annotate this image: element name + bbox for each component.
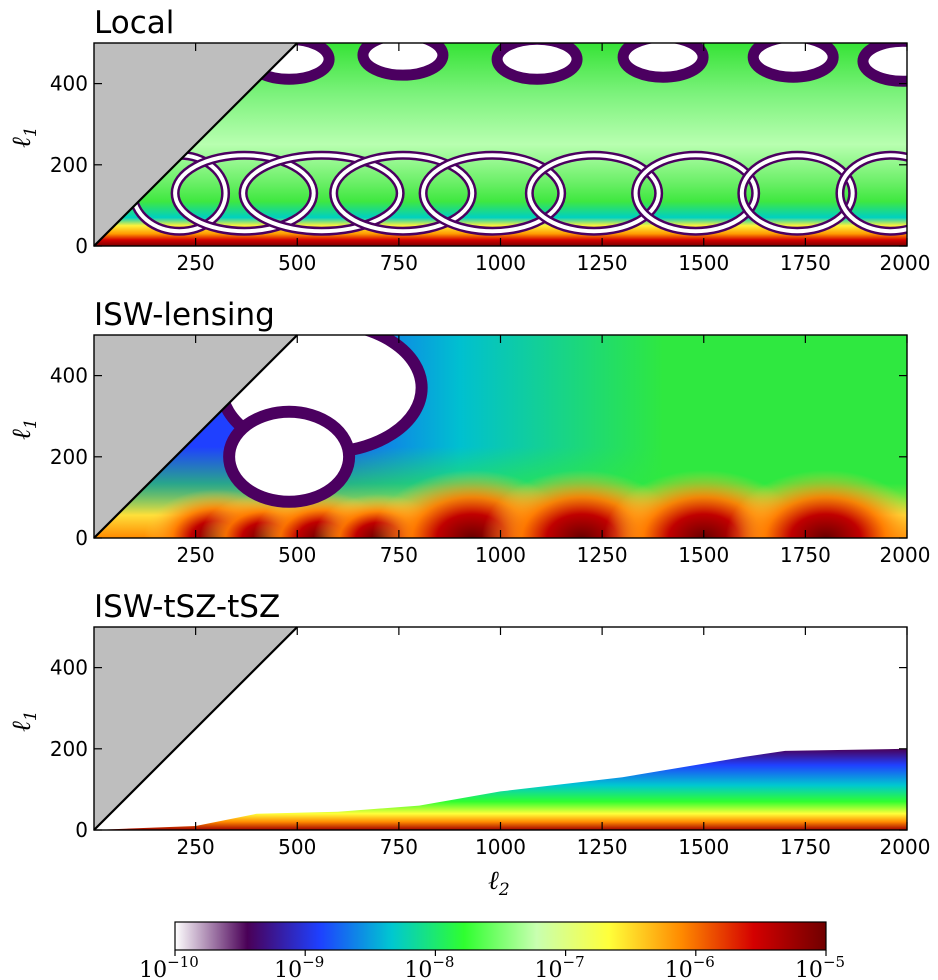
diagonal-boundary xyxy=(93,42,299,247)
x-tick-label: 750 xyxy=(380,251,418,275)
colorbar-tick-label: 10−7 xyxy=(535,953,585,980)
x-tick-label: 1250 xyxy=(577,835,628,859)
x-tick-label: 250 xyxy=(177,251,215,275)
panel-title-isw-tsz-tsz: ISW-tSZ-tSZ xyxy=(94,589,280,625)
intensity-lobe xyxy=(223,405,356,508)
x-tick-label: 2000 xyxy=(880,543,931,567)
colorbar-tick-label: 10−6 xyxy=(665,953,715,980)
ring-contour xyxy=(747,43,839,83)
x-tick-label: 1500 xyxy=(678,251,729,275)
x-tick-label: 1250 xyxy=(577,543,628,567)
x-tick-label: 1750 xyxy=(780,835,831,859)
y-tick-label: 0 xyxy=(75,818,88,842)
panel-local: Local 250 500 750 1000 1250 1500 1750 2000 0 200 4… xyxy=(7,5,931,275)
y-tick-label: 0 xyxy=(75,234,88,258)
x-tick-label: 1250 xyxy=(577,251,628,275)
x-tick-label: 1000 xyxy=(475,835,526,859)
ring-contour xyxy=(421,153,564,234)
y-tick-label: 400 xyxy=(50,72,88,96)
diagonal-boundary xyxy=(93,334,299,539)
x-tick-label: 1500 xyxy=(678,835,729,859)
ring-contour xyxy=(173,153,316,234)
y-axis-label-local: ℓ1 xyxy=(7,126,41,148)
y-tick-label: 0 xyxy=(75,526,88,550)
x-tick-label: 750 xyxy=(380,835,418,859)
ring-contour xyxy=(491,43,583,85)
ring-contour xyxy=(527,153,661,234)
colorbar-tick-label: 10−8 xyxy=(404,953,454,980)
y-tick-label: 400 xyxy=(50,656,88,680)
colorbar-tick-label: 10−9 xyxy=(274,953,324,980)
x-tick-label: 1000 xyxy=(475,543,526,567)
x-tick-label: 2000 xyxy=(880,835,931,859)
ring-contour xyxy=(357,43,449,81)
x-tick-label: 1000 xyxy=(475,251,526,275)
x-tick-label: 500 xyxy=(278,251,316,275)
ring-contour xyxy=(739,153,855,234)
x-axis-label: ℓ2 xyxy=(488,866,510,900)
ring-contour xyxy=(241,153,403,234)
colorbar-tick-label: 10−10 xyxy=(139,953,199,980)
x-tick-label: 1500 xyxy=(678,543,729,567)
ring-contour xyxy=(837,153,907,234)
y-tick-label: 200 xyxy=(50,737,88,761)
colorbar-gradient xyxy=(174,921,827,951)
heatmap-field xyxy=(94,335,907,538)
panel-title-local: Local xyxy=(94,5,174,41)
y-tick-label: 200 xyxy=(50,445,88,469)
y-tick-label: 400 xyxy=(50,364,88,388)
panel-isw-tsz-tsz: ISW-tSZ-tSZ 250 500 750 1000 1250 1500 1750 200… xyxy=(7,589,930,900)
colorbar-tick-label: 10−5 xyxy=(795,953,845,980)
y-axis-label-isw-lensing: ℓ1 xyxy=(7,418,41,440)
x-tick-label: 1750 xyxy=(780,543,831,567)
x-tick-label: 500 xyxy=(278,835,316,859)
x-tick-label: 1750 xyxy=(780,251,831,275)
intensity-lobe xyxy=(725,470,907,538)
colorbar: 10−10 10−9 10−8 10−7 10−6 10−5 xyxy=(139,921,845,980)
ring-contour xyxy=(617,43,709,83)
y-axis-label-isw-tsz-tsz: ℓ1 xyxy=(7,710,41,732)
x-tick-label: 250 xyxy=(177,543,215,567)
ring-contour xyxy=(633,153,758,234)
ring-contour xyxy=(857,43,907,87)
x-tick-label: 250 xyxy=(177,835,215,859)
signal-region xyxy=(94,748,907,830)
panel-title-isw-lensing: ISW-lensing xyxy=(94,297,275,333)
x-tick-label: 750 xyxy=(380,543,418,567)
ring-contour xyxy=(331,153,475,234)
diagonal-boundary xyxy=(93,626,299,831)
x-tick-label: 500 xyxy=(278,543,316,567)
x-tick-label: 2000 xyxy=(880,251,931,275)
panel-isw-lensing: ISW-lensing 250 500 750 1000 1250 1500 1750 200… xyxy=(7,297,931,567)
heatmap-field xyxy=(94,43,907,246)
y-tick-label: 200 xyxy=(50,153,88,177)
